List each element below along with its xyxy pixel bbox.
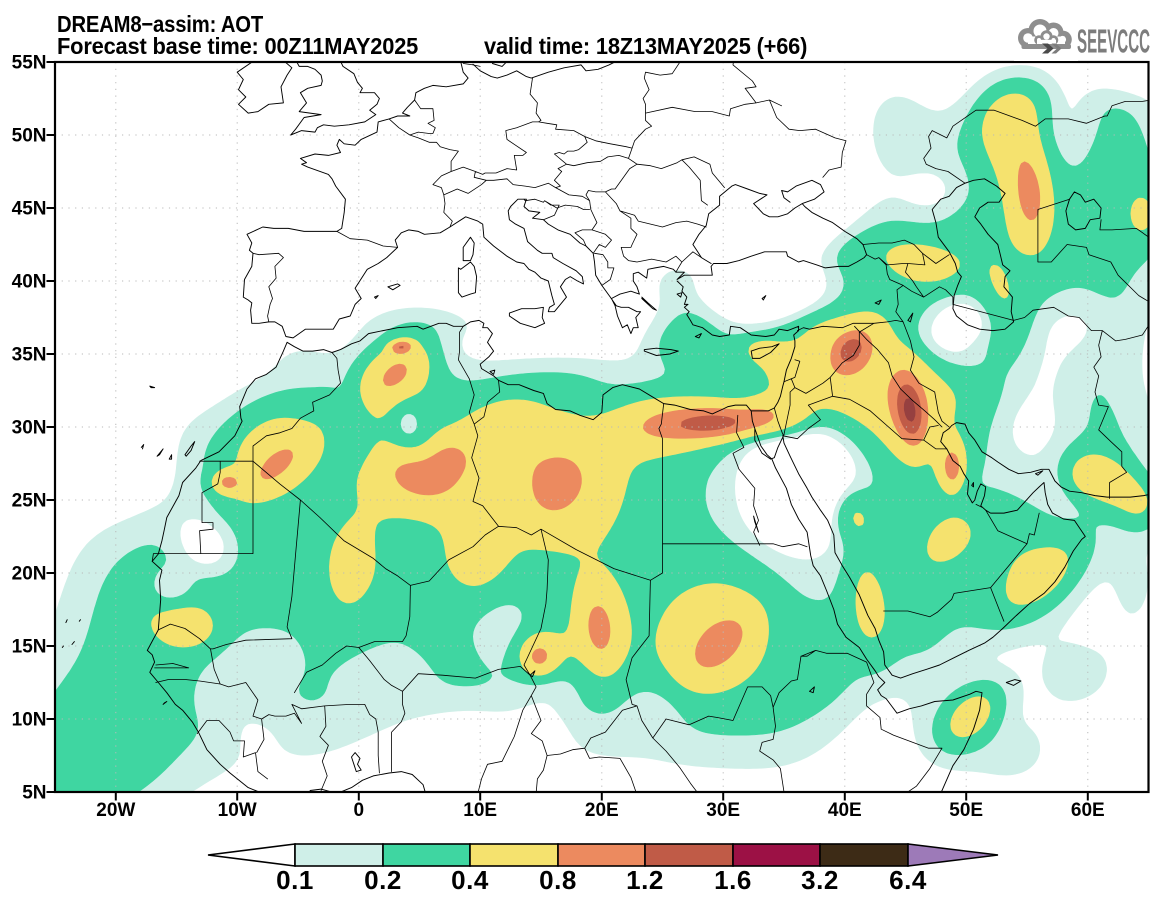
svg-text:20E: 20E	[585, 800, 619, 821]
svg-text:1.2: 1.2	[626, 865, 664, 895]
svg-text:60E: 60E	[1071, 800, 1105, 821]
svg-text:35N: 35N	[12, 345, 47, 366]
svg-text:0.4: 0.4	[451, 865, 489, 895]
svg-text:10N: 10N	[12, 710, 47, 731]
svg-text:1.6: 1.6	[714, 865, 752, 895]
svg-text:50N: 50N	[12, 126, 47, 147]
svg-text:15N: 15N	[12, 637, 47, 658]
svg-text:25N: 25N	[12, 491, 47, 512]
svg-text:45N: 45N	[12, 199, 47, 220]
svg-text:0: 0	[354, 800, 365, 821]
svg-text:5N: 5N	[22, 783, 46, 804]
svg-text:3.2: 3.2	[801, 865, 839, 895]
svg-text:50E: 50E	[949, 800, 983, 821]
svg-text:SEEVCCC: SEEVCCC	[1077, 23, 1150, 60]
svg-text:30N: 30N	[12, 418, 47, 439]
svg-text:0.2: 0.2	[364, 865, 402, 895]
svg-text:30E: 30E	[706, 800, 740, 821]
svg-text:20W: 20W	[96, 800, 135, 821]
svg-text:55N: 55N	[12, 53, 47, 74]
svg-text:40E: 40E	[828, 800, 862, 821]
svg-text:20N: 20N	[12, 564, 47, 585]
svg-text:6.4: 6.4	[889, 865, 927, 895]
svg-text:10E: 10E	[463, 800, 497, 821]
svg-text:10W: 10W	[218, 800, 257, 821]
svg-text:0.1: 0.1	[276, 865, 314, 895]
svg-text:40N: 40N	[12, 272, 47, 293]
svg-text:0.8: 0.8	[539, 865, 577, 895]
